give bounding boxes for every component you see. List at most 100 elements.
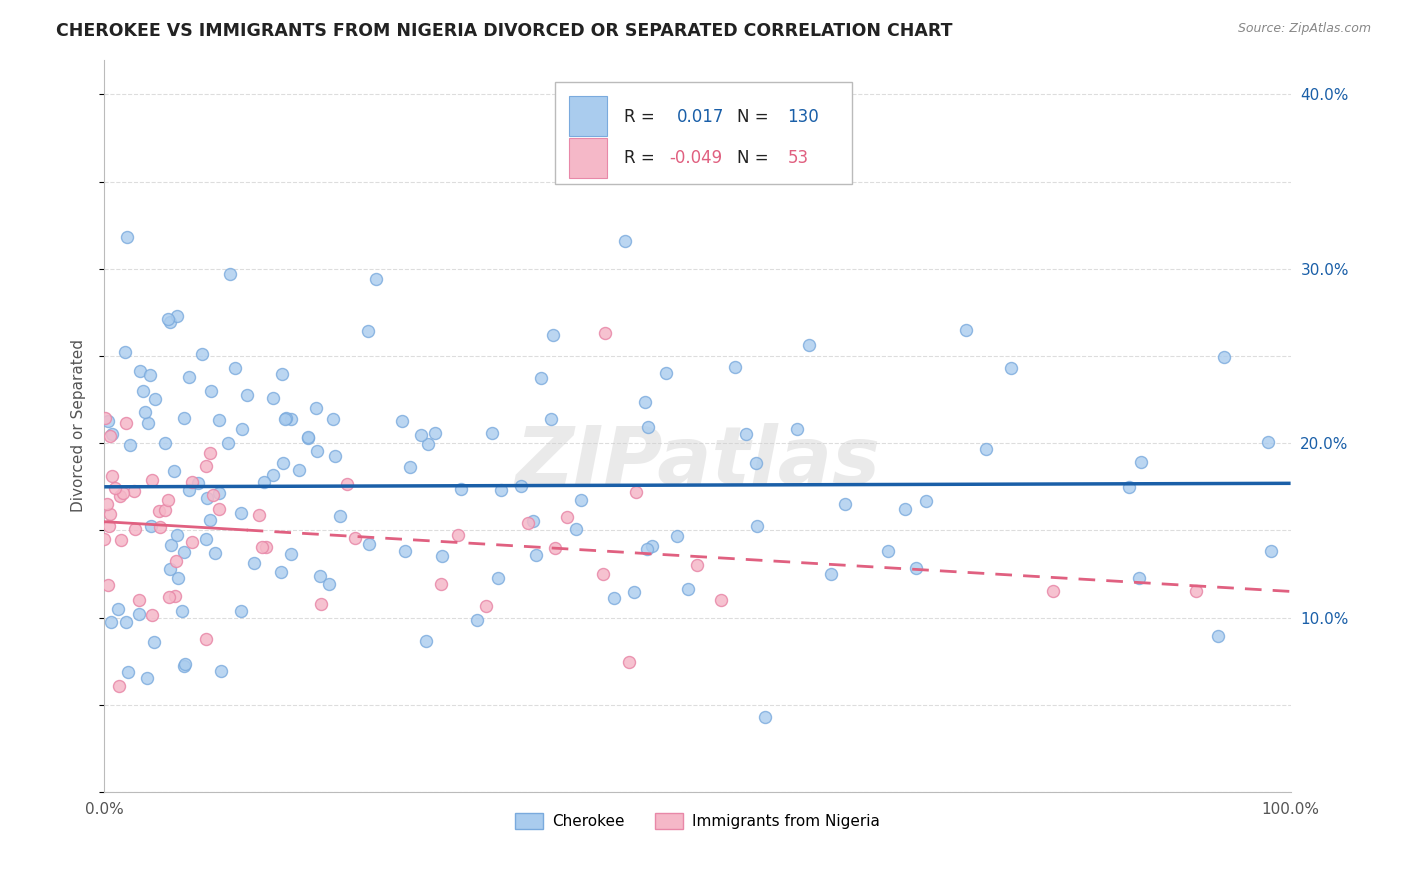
Point <box>229 604 252 618</box>
Point <box>394 544 416 558</box>
Point <box>143 635 166 649</box>
Point <box>754 710 776 724</box>
Point <box>1213 350 1236 364</box>
Point <box>276 411 298 425</box>
Point <box>174 657 197 672</box>
Point <box>96 497 118 511</box>
Point <box>343 531 366 545</box>
Point <box>270 565 292 579</box>
Point <box>305 401 328 416</box>
Point <box>636 541 658 556</box>
Point <box>195 532 218 546</box>
Point <box>530 371 553 385</box>
Point <box>297 430 319 444</box>
Point <box>149 520 172 534</box>
Text: 53: 53 <box>787 150 808 168</box>
Point <box>329 509 352 524</box>
Point <box>97 414 120 428</box>
Point <box>1260 543 1282 558</box>
Point <box>208 486 231 500</box>
Point <box>307 444 329 458</box>
Point <box>1206 629 1229 643</box>
Point <box>745 518 768 533</box>
Point <box>797 338 820 352</box>
Point <box>191 347 214 361</box>
Point <box>734 427 756 442</box>
Point <box>593 326 616 340</box>
Point <box>308 568 330 582</box>
Point <box>114 615 136 629</box>
Point <box>141 607 163 622</box>
Point <box>253 475 276 489</box>
Point <box>475 599 498 613</box>
Point <box>447 528 470 542</box>
Point <box>280 547 302 561</box>
Point <box>357 324 380 338</box>
Point <box>200 446 222 460</box>
Text: 0.017: 0.017 <box>678 108 724 126</box>
Point <box>117 665 139 679</box>
Point <box>187 475 209 490</box>
Point <box>107 602 129 616</box>
Point <box>201 487 224 501</box>
Text: -0.049: -0.049 <box>669 150 723 168</box>
Point <box>564 522 586 536</box>
Point <box>156 492 179 507</box>
Point <box>432 549 454 564</box>
Point <box>173 659 195 673</box>
Point <box>224 360 246 375</box>
Point <box>138 417 160 431</box>
Point <box>172 604 194 618</box>
Point <box>173 545 195 559</box>
Point <box>262 467 284 482</box>
Point <box>139 368 162 383</box>
Point <box>364 272 387 286</box>
Text: CHEROKEE VS IMMIGRANTS FROM NIGERIA DIVORCED OR SEPARATED CORRELATION CHART: CHEROKEE VS IMMIGRANTS FROM NIGERIA DIVO… <box>56 22 953 40</box>
Point <box>166 528 188 542</box>
Point <box>100 615 122 630</box>
Point <box>416 437 439 451</box>
Point <box>974 442 997 456</box>
Point <box>415 633 437 648</box>
Point <box>465 613 488 627</box>
Text: N =: N = <box>737 150 768 168</box>
Point <box>634 394 657 409</box>
Point <box>262 391 284 405</box>
Point <box>411 427 433 442</box>
Point <box>136 671 159 685</box>
Point <box>603 591 626 606</box>
Point <box>141 519 163 533</box>
Point <box>955 323 977 337</box>
Point <box>676 582 699 597</box>
Point <box>231 422 253 436</box>
Text: ZIPatlas: ZIPatlas <box>515 424 880 501</box>
Point <box>231 506 253 520</box>
Point <box>180 475 202 489</box>
Point <box>155 503 177 517</box>
Point <box>124 484 146 499</box>
Point <box>641 539 664 553</box>
Point <box>398 459 420 474</box>
Point <box>893 502 915 516</box>
Point <box>322 412 344 426</box>
Point <box>540 412 562 426</box>
Point <box>160 539 183 553</box>
Point <box>200 384 222 398</box>
Point <box>1257 435 1279 450</box>
Point <box>522 514 544 528</box>
Point <box>318 577 340 591</box>
Text: Source: ZipAtlas.com: Source: ZipAtlas.com <box>1237 22 1371 36</box>
Point <box>94 411 117 425</box>
Point <box>242 556 264 570</box>
Text: R =: R = <box>624 150 655 168</box>
Point <box>148 504 170 518</box>
Point <box>429 576 451 591</box>
Point <box>181 535 204 549</box>
Point <box>745 456 768 470</box>
Point <box>592 566 614 581</box>
Point <box>569 492 592 507</box>
Point <box>110 533 132 548</box>
Point <box>195 491 218 505</box>
Point <box>115 229 138 244</box>
Point <box>159 315 181 329</box>
